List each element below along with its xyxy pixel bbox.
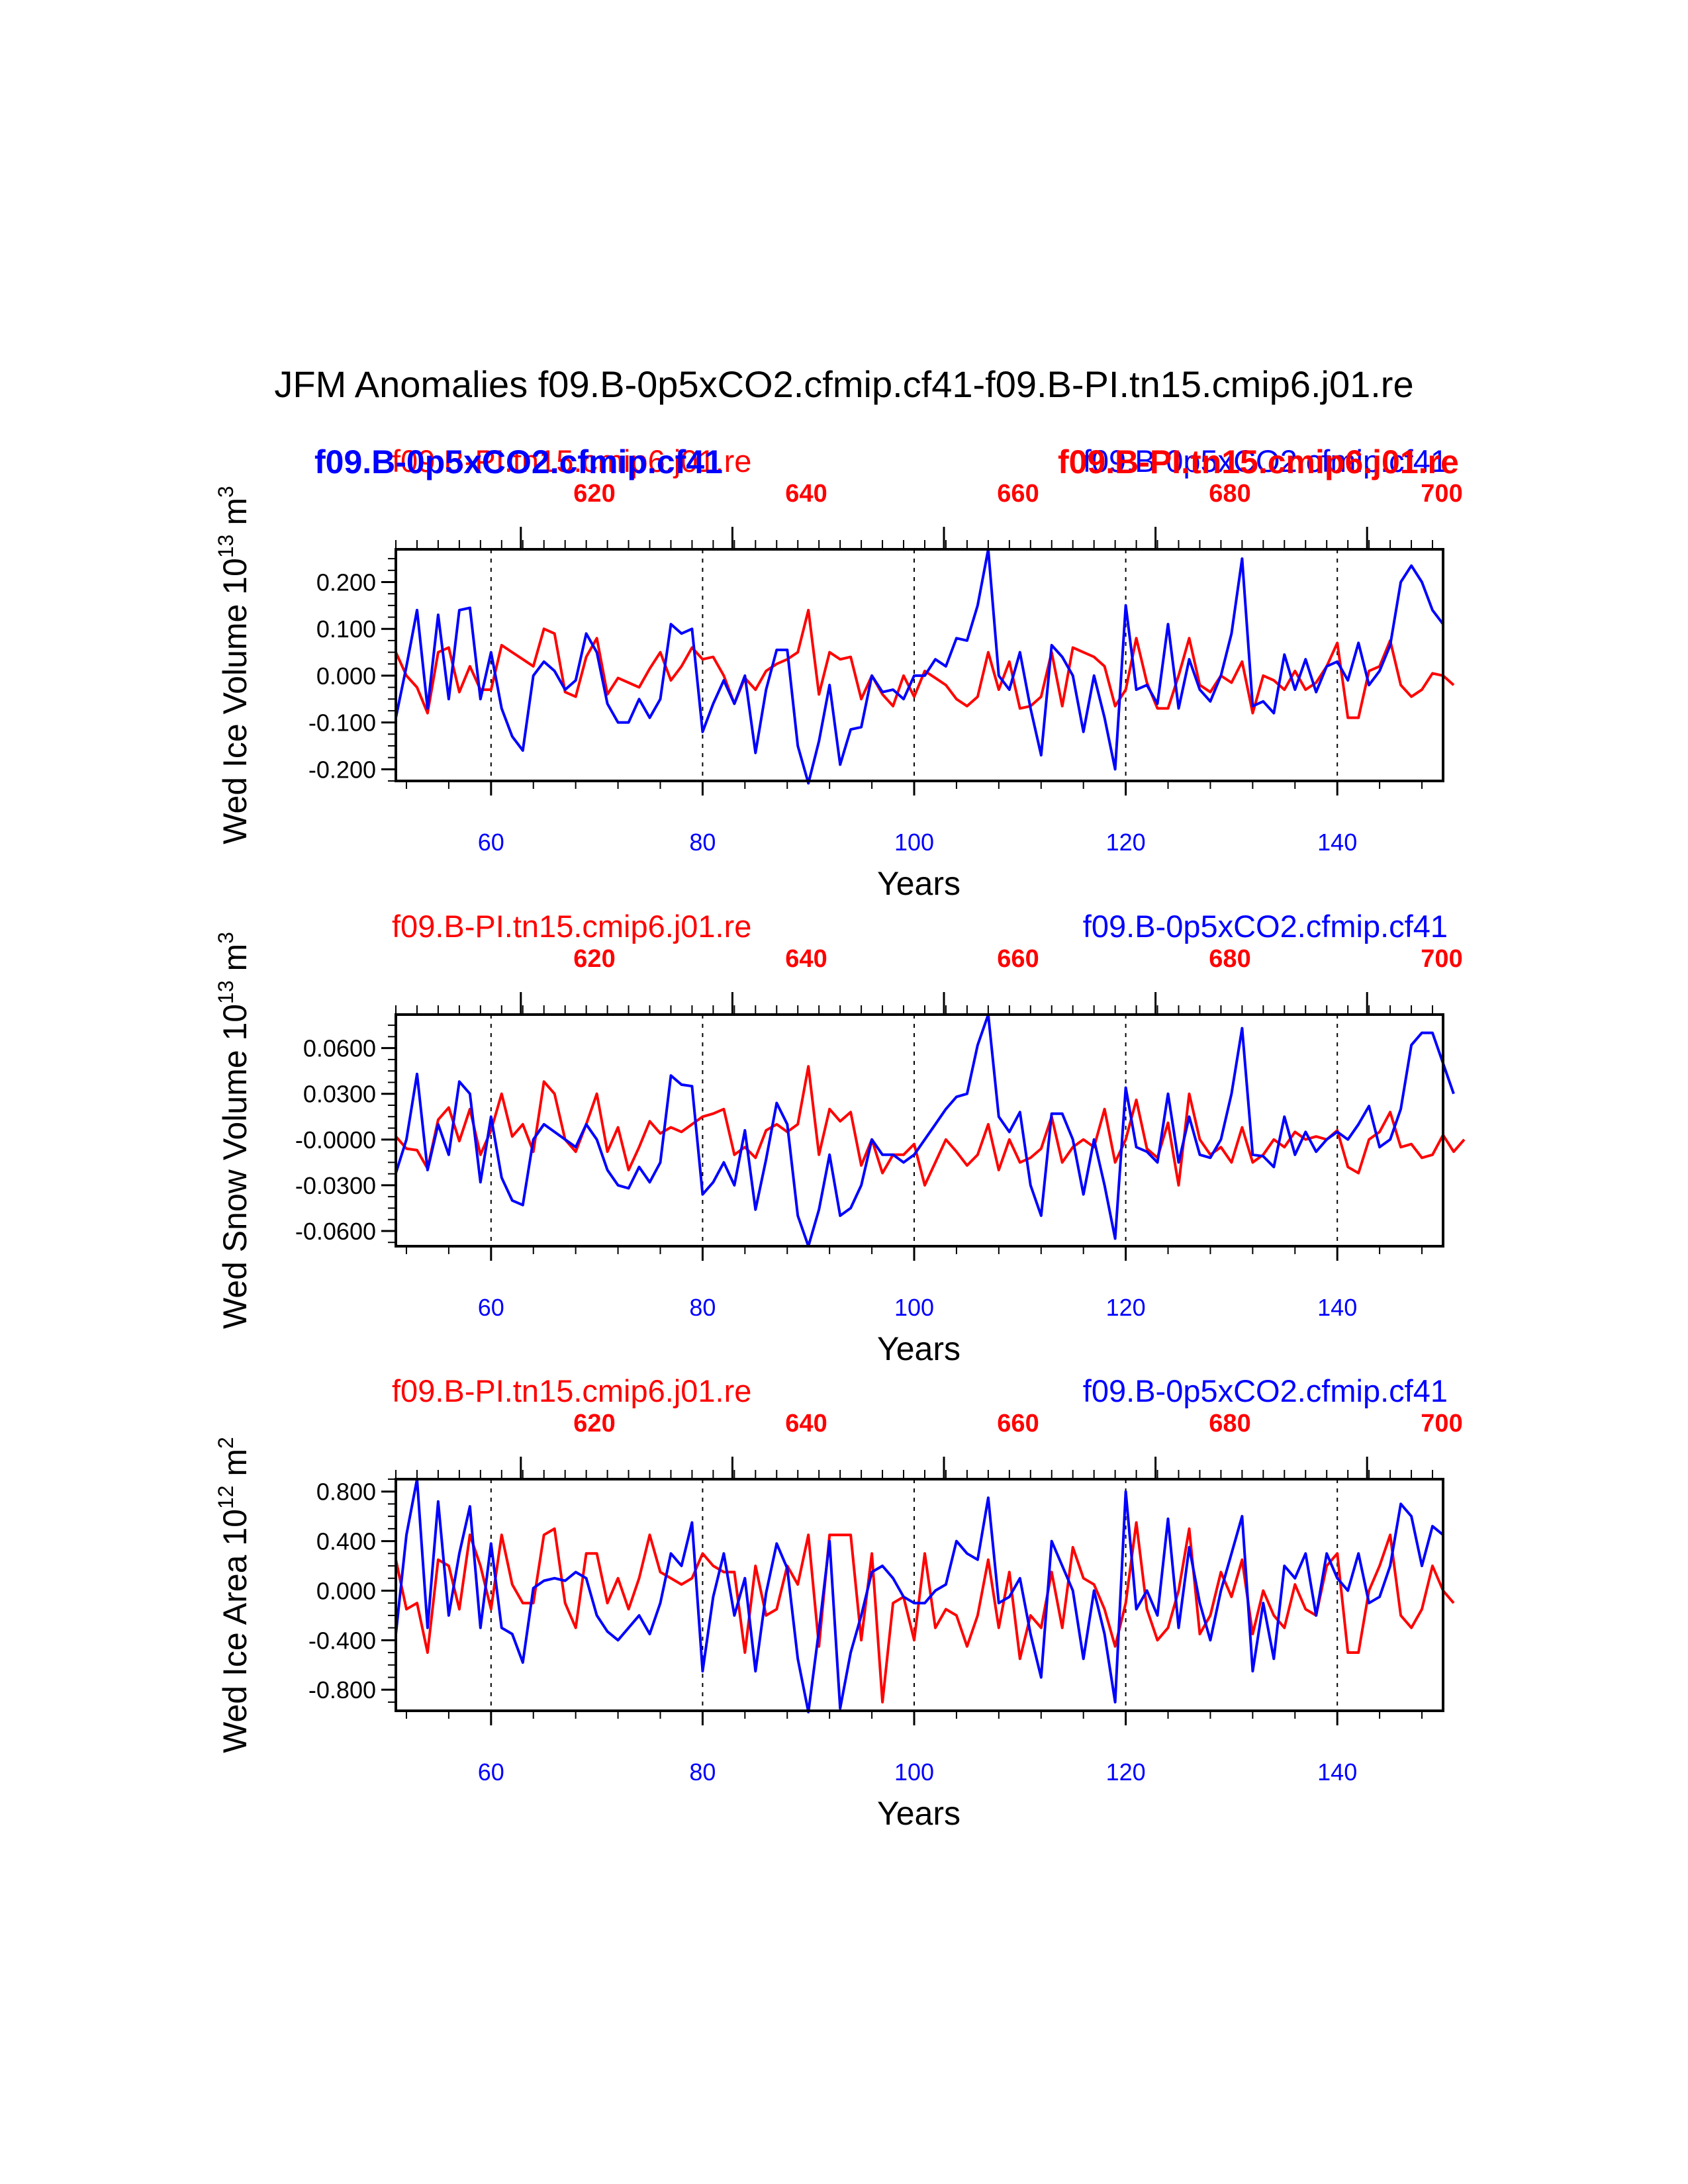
top-tick-label: 640 — [785, 1410, 827, 1437]
x-tick-label: 80 — [689, 1294, 716, 1321]
panel-title-left: f09.B-PI.tn15.cmip6.j01.re — [392, 443, 751, 478]
x-tick-label: 60 — [478, 1294, 504, 1321]
x-tick-label: 100 — [894, 829, 934, 856]
y-tick-label: -0.0600 — [295, 1218, 376, 1245]
top-tick-label: 620 — [573, 480, 615, 508]
x-tick-label: 80 — [689, 829, 716, 856]
y-tick-label: 0.100 — [316, 615, 376, 643]
figure-suptitle: JFM Anomalies f09.B-0p5xCO2.cfmip.cf41-f… — [274, 363, 1413, 405]
x-tick-label: 140 — [1317, 829, 1357, 856]
x-axis-label: Years — [877, 865, 961, 902]
top-tick-label: 640 — [785, 480, 827, 508]
series-line — [395, 1013, 1455, 1248]
y-tick-label: 0.200 — [316, 569, 376, 596]
y-label-superscript: 13 — [214, 980, 238, 1004]
y-tick-label: -0.800 — [308, 1676, 376, 1704]
x-tick-label: 140 — [1317, 1758, 1357, 1786]
plot-frame — [395, 1013, 1444, 1248]
y-tick-label: 0.000 — [316, 1577, 376, 1604]
panel-title-left: f09.B-PI.tn15.cmip6.j01.re — [392, 1373, 751, 1408]
y-tick-label: -0.0300 — [295, 1172, 376, 1199]
series-line — [395, 1478, 1444, 1713]
top-tick-label: 620 — [573, 1410, 615, 1437]
y-label-part: Wed Ice Volume 10 — [216, 558, 254, 844]
panel-ice-area: f09.B-PI.tn15.cmip6.j01.re f09.B-0p5xCO2.… — [214, 1373, 1463, 1832]
y-label-superscript: 2 — [214, 1437, 238, 1449]
overlay-blue-label: f09.B-0p5xCO2.cfmip.cf41 — [314, 443, 723, 480]
panel-snow-volume: f09.B-PI.tn15.cmip6.j01.re f09.B-0p5xCO2.… — [214, 909, 1466, 1367]
top-tick-label: 680 — [1209, 480, 1250, 508]
panel-title-right: f09.B-0p5xCO2.cfmip.cf41 — [1083, 909, 1448, 944]
top-tick-label: 660 — [997, 945, 1039, 973]
y-label-part: Wed Snow Volume 10 — [216, 1004, 254, 1329]
plot-frame — [395, 548, 1444, 782]
y-label-superscript: 12 — [214, 1486, 238, 1510]
y-tick-label: -0.400 — [308, 1627, 376, 1654]
series-line — [395, 608, 1455, 719]
y-label-superscript: 3 — [214, 932, 238, 944]
y-tick-label: -0.200 — [308, 756, 376, 783]
series-line — [395, 1065, 1466, 1187]
top-tick-label: 660 — [997, 1410, 1039, 1437]
y-axis-label: Wed Ice Volume 1013 m3 — [214, 486, 254, 844]
x-tick-label: 140 — [1317, 1294, 1357, 1321]
y-tick-label: 0.0600 — [303, 1035, 376, 1062]
series-line — [395, 548, 1444, 785]
x-axis-label: Years — [877, 1330, 961, 1367]
x-axis-label: Years — [877, 1795, 961, 1832]
y-axis-label: Wed Snow Volume 1013 m3 — [214, 932, 254, 1329]
panel-ice-volume: f09.B-PI.tn15.cmip6.j01.re f09.B-0p5xCO2.… — [214, 443, 1463, 902]
top-tick-label: 700 — [1421, 480, 1462, 508]
top-tick-label: 660 — [997, 480, 1039, 508]
top-tick-label: 620 — [573, 945, 615, 973]
y-label-part: m — [216, 944, 254, 981]
top-tick-label: 700 — [1421, 1410, 1462, 1437]
y-label-part: m — [216, 498, 254, 535]
y-tick-label: 0.400 — [316, 1528, 376, 1555]
x-tick-label: 100 — [894, 1758, 934, 1786]
y-label-part: Wed Ice Area 10 — [216, 1509, 254, 1753]
y-axis-label: Wed Ice Area 1012 m2 — [214, 1437, 254, 1753]
x-tick-label: 120 — [1106, 1758, 1146, 1786]
y-tick-label: -0.0000 — [295, 1126, 376, 1154]
panel-title-right: f09.B-0p5xCO2.cfmip.cf41 — [1083, 1373, 1448, 1408]
series-line — [395, 1521, 1455, 1704]
x-tick-label: 60 — [478, 1758, 504, 1786]
y-label-superscript: 3 — [214, 486, 238, 498]
top-tick-label: 680 — [1209, 945, 1250, 973]
top-tick-label: 700 — [1421, 945, 1462, 973]
y-tick-label: 0.0300 — [303, 1081, 376, 1108]
x-tick-label: 120 — [1106, 1294, 1146, 1321]
y-tick-label: 0.000 — [316, 662, 376, 690]
panel-title-left: f09.B-PI.tn15.cmip6.j01.re — [392, 909, 751, 944]
panel-title-right: f09.B-0p5xCO2.cfmip.cf41 — [1083, 443, 1448, 478]
y-label-superscript: 13 — [214, 535, 238, 559]
top-tick-label: 680 — [1209, 1410, 1250, 1437]
top-tick-label: 640 — [785, 945, 827, 973]
x-tick-label: 120 — [1106, 829, 1146, 856]
y-tick-label: 0.800 — [316, 1479, 376, 1506]
y-tick-label: -0.100 — [308, 709, 376, 737]
x-tick-label: 80 — [689, 1758, 716, 1786]
x-tick-label: 60 — [478, 829, 504, 856]
y-label-part: m — [216, 1449, 254, 1486]
x-tick-label: 100 — [894, 1294, 934, 1321]
plot-frame — [395, 1478, 1444, 1712]
overlay-red-label: f09.B-PI.tn15.cmip6.j01.re — [1058, 443, 1459, 480]
